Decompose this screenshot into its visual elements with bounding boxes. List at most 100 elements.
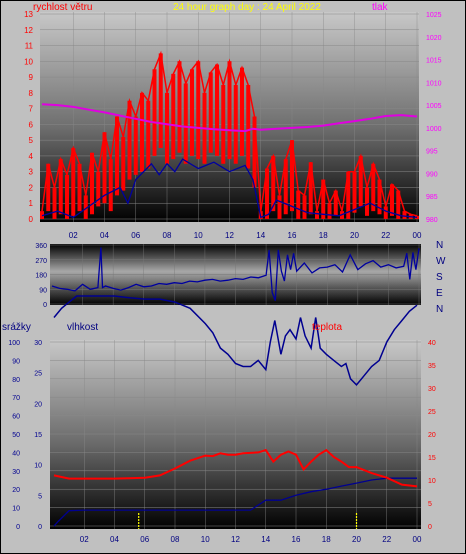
- top-x-tick-label: 20: [350, 231, 359, 240]
- precip-label: srážky: [2, 322, 31, 333]
- pressure-tick-label: 985: [426, 194, 438, 201]
- pressure-tick-label: 1025: [426, 12, 442, 19]
- pressure-tick-label: 1020: [426, 35, 442, 42]
- bottom-x-tick-label: 02: [80, 535, 89, 544]
- direction-tick-label: 0: [43, 302, 47, 309]
- bottom-x-tick-label: 20: [352, 535, 361, 544]
- temperature-axis: 0 5 10 15 20 25 30 35 40: [428, 340, 436, 531]
- temperature-tick-label: 5: [428, 501, 432, 508]
- pressure-line: [41, 103, 418, 133]
- compass-s: S: [436, 272, 443, 283]
- pressure-tick-label: 1000: [426, 126, 442, 133]
- precip-tick-label: 100: [8, 340, 20, 347]
- bottom-x-tick-label: 08: [171, 535, 180, 544]
- compass-w: W: [436, 256, 446, 267]
- temperature-tick-label: 10: [428, 478, 436, 485]
- humidity-tick-label: 30: [34, 340, 42, 347]
- top-x-tick-label: 12: [225, 231, 234, 240]
- humidity-label: vlhkost: [67, 322, 98, 333]
- temperature-tick-label: 20: [428, 432, 436, 439]
- temperature-tick-label: 30: [428, 386, 436, 393]
- precip-tick-label: 0: [16, 524, 20, 531]
- humidity-tick-label: 20: [34, 401, 42, 408]
- top-x-tick-label: 02: [69, 231, 78, 240]
- rain-marks: [138, 513, 358, 529]
- wind-speed-tick-label: 12: [24, 26, 33, 35]
- wind-speed-tick-label: 7: [29, 105, 34, 114]
- rain-line: [53, 477, 417, 527]
- humidity-tick-label: 15: [34, 432, 42, 439]
- wind-speed-tick-label: 1: [29, 199, 34, 208]
- bottom-x-tick-label: 00: [413, 535, 422, 544]
- wind-direction-chart: 0 90 180 270 360 N W S E N: [35, 240, 446, 315]
- pressure-tick-label: 1010: [426, 80, 442, 87]
- wind-speed-tick-label: 0: [29, 215, 34, 224]
- wind-speed-tick-label: 2: [29, 183, 34, 192]
- precip-tick-label: 90: [12, 358, 20, 365]
- wind-speed-tick-label: 8: [29, 89, 34, 98]
- top-x-tick-label: 18: [319, 231, 328, 240]
- top-x-tick-label: 00: [413, 231, 422, 240]
- humidity-tick-label: 10: [34, 463, 42, 470]
- top-x-tick-label: 16: [288, 231, 297, 240]
- temperature-tick-label: 35: [428, 363, 436, 370]
- temperature-line: [53, 448, 418, 488]
- direction-tick-label: 270: [35, 258, 47, 265]
- temperature-tick-label: 25: [428, 409, 436, 416]
- bottom-x-tick-label: 22: [382, 535, 391, 544]
- bottom-x-tick-label: 16: [292, 535, 301, 544]
- bottom-x-axis: 02 04 06 08 10 12 14 16 18 20 22 00: [80, 535, 422, 544]
- bottom-x-tick-label: 14: [261, 535, 270, 544]
- compass-n-top: N: [436, 240, 443, 251]
- temperature-tick-label: 40: [428, 340, 436, 347]
- wind-speed-tick-label: 3: [29, 168, 34, 177]
- top-x-tick-label: 14: [256, 231, 265, 240]
- pressure-tick-label: 980: [426, 217, 438, 224]
- bottom-x-tick-label: 06: [140, 535, 149, 544]
- wind-speed-tick-label: 4: [29, 152, 34, 161]
- bottom-x-tick-label: 04: [110, 535, 119, 544]
- wind-speed-tick-label: 5: [29, 136, 34, 145]
- top-x-tick-label: 08: [163, 231, 172, 240]
- precip-tick-label: 30: [12, 469, 20, 476]
- wind-speed-label: rychlost větru: [33, 2, 92, 13]
- wind-speed-tick-label: 9: [29, 73, 34, 82]
- wind-direction-grid: [50, 244, 421, 305]
- pressure-label: tlak: [372, 2, 389, 13]
- compass-e: E: [436, 288, 443, 299]
- bottom-x-tick-label: 12: [231, 535, 240, 544]
- precip-tick-label: 70: [12, 395, 20, 402]
- compass-n-bottom: N: [436, 304, 443, 315]
- precip-tick-label: 40: [12, 450, 20, 457]
- top-x-axis: 02 04 06 08 10 12 14 16 18 20 22 00: [69, 231, 422, 240]
- direction-tick-label: 360: [35, 243, 47, 250]
- temperature-tick-label: 15: [428, 455, 436, 462]
- humidity-axis: 0 5 10 15 20 25 30: [34, 340, 42, 531]
- top-x-tick-label: 22: [381, 231, 390, 240]
- temperature-label: teplota: [312, 322, 342, 333]
- wind-speed-series: [40, 50, 419, 219]
- precip-tick-label: 60: [12, 414, 20, 421]
- wind-direction-axis: 0 90 180 270 360: [35, 243, 47, 309]
- pressure-tick-label: 1005: [426, 103, 442, 110]
- humidity-temperature-grid: [50, 340, 421, 529]
- humidity-tick-label: 5: [38, 493, 42, 500]
- precip-axis: 0 10 20 30 40 50 60 70 80 90 100: [8, 340, 20, 531]
- gust-line: [41, 158, 418, 219]
- wind-speed-line: [41, 50, 418, 217]
- pressure-axis: 980 985 990 995 1000 1005 1010 1015 1020 1025: [426, 12, 442, 224]
- bottom-x-tick-label: 18: [322, 535, 331, 544]
- direction-tick-label: 180: [35, 273, 47, 280]
- top-x-tick-label: 10: [194, 231, 203, 240]
- precip-tick-label: 50: [12, 432, 20, 439]
- pressure-tick-label: 995: [426, 149, 438, 156]
- pressure-tick-label: 1015: [426, 58, 442, 65]
- wind-speed-tick-label: 6: [29, 120, 34, 129]
- humidity-tick-label: 0: [38, 524, 42, 531]
- bottom-x-tick-label: 10: [201, 535, 210, 544]
- wind-speed-tick-label: 13: [24, 10, 33, 19]
